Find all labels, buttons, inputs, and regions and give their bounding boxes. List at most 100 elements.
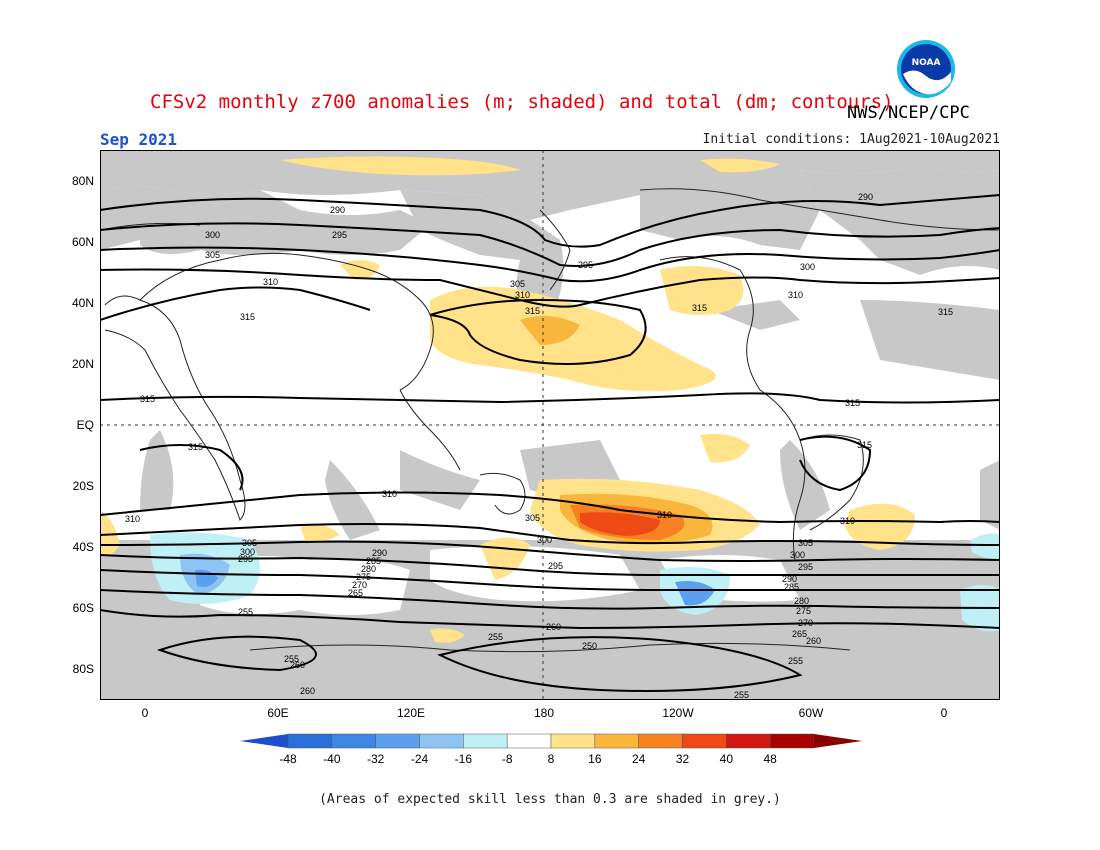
footnote: (Areas of expected skill less than 0.3 a… — [319, 792, 781, 807]
contour-label: 305 — [525, 513, 540, 523]
contour-label: 300 — [537, 535, 552, 545]
colorbar-swatch — [463, 733, 508, 749]
lat-label: 40S — [73, 540, 94, 554]
lon-label: 120E — [397, 706, 425, 720]
colorbar-swatch — [287, 733, 333, 749]
contour-labels: 290 290 295 295 300 300 305 305 310 310 … — [125, 192, 953, 700]
contour-label: 280 — [361, 564, 376, 574]
colorbar-tick-label: -40 — [323, 752, 341, 766]
logo-text: NOAA — [912, 58, 941, 68]
contour-label: 290 — [858, 192, 873, 202]
colorbar-tick-label: -16 — [455, 752, 473, 766]
colorbar-tick-label: -24 — [411, 752, 429, 766]
lon-label: 180 — [534, 706, 554, 720]
contour-label: 315 — [857, 440, 872, 450]
colorbar-swatch — [506, 733, 552, 749]
contour-label: 310 — [382, 489, 397, 499]
colorbar-tick-label: -8 — [502, 752, 513, 766]
contour-label: 300 — [205, 230, 220, 240]
colorbar-tick-label: 40 — [720, 752, 734, 766]
colorbar-swatch — [769, 733, 815, 749]
valid-month-label: Sep 2021 — [100, 130, 178, 149]
colorbar-swatch — [638, 733, 683, 749]
lon-label: 60W — [799, 706, 824, 720]
contour-label: 295 — [798, 562, 813, 572]
contour-label: 270 — [352, 580, 367, 590]
contour-label: 310 — [657, 510, 672, 520]
colorbar-swatch — [419, 733, 464, 749]
anomaly-map: 290 290 295 295 300 300 305 305 310 310 … — [100, 150, 1000, 700]
contour-label: 295 — [578, 260, 593, 270]
contour-label: 275 — [796, 606, 811, 616]
contour-label: 295 — [332, 230, 347, 240]
positive-anomaly-regions — [100, 156, 915, 643]
colorbar-swatch — [726, 733, 771, 749]
contour-label: 300 — [800, 262, 815, 272]
colorbar-swatch — [550, 733, 596, 749]
contour-label: 270 — [798, 618, 813, 628]
contour-label: 305 — [242, 538, 257, 548]
contour-label: 315 — [938, 307, 953, 317]
contour-label: 315 — [140, 394, 155, 404]
contour-label: 285 — [366, 556, 381, 566]
contour-label: 265 — [792, 629, 807, 639]
colorbar-swatch — [594, 733, 639, 749]
contour-label: 300 — [240, 547, 255, 557]
z700-contours — [100, 194, 1000, 692]
colorbar-tick-label: 48 — [763, 752, 777, 766]
contour-label: 300 — [790, 550, 805, 560]
contour-label: 275 — [356, 572, 371, 582]
colorbar-tick-label: -32 — [367, 752, 385, 766]
contour-label: 260 — [806, 636, 821, 646]
contour-label: 285 — [784, 582, 799, 592]
colorbar-tick-label: 16 — [588, 752, 602, 766]
contour-label: 315 — [525, 306, 540, 316]
contour-label: 305 — [510, 279, 525, 289]
lat-label: 80S — [73, 662, 94, 676]
chart-title: CFSv2 monthly z700 anomalies (m; shaded)… — [150, 91, 894, 113]
colorbar-tick-label: 8 — [548, 752, 555, 766]
colorbar-tick-label: 32 — [676, 752, 690, 766]
lon-label: 60E — [267, 706, 288, 720]
contour-label: 255 — [238, 607, 253, 617]
contour-label: 310 — [263, 277, 278, 287]
contour-label: 310 — [788, 290, 803, 300]
contour-label: 310 — [515, 290, 530, 300]
longitude-axis: 0 60E 120E 180 120W 60W 0 — [142, 706, 948, 720]
contour-label: 260 — [546, 622, 561, 632]
contour-label: 290 — [330, 205, 345, 215]
colorbar-swatch — [331, 733, 376, 749]
colorbar-tick-labels: -48 -40 -32 -24 -16 -8 8 16 24 32 40 48 — [279, 752, 777, 766]
map-grid — [100, 150, 1000, 700]
colorbar-left-arrow — [240, 734, 288, 748]
colorbar-tick-label: 24 — [632, 752, 646, 766]
contour-label: 280 — [794, 596, 809, 606]
lat-label: 20S — [73, 479, 94, 493]
colorbar-swatch — [682, 733, 727, 749]
contour-label: 310 — [125, 514, 140, 524]
colorbar-right-arrow — [814, 734, 862, 748]
contour-label: 305 — [798, 538, 813, 548]
colorbar-swatch — [375, 733, 420, 749]
lat-label: 20N — [72, 357, 94, 371]
lon-label: 0 — [142, 706, 149, 720]
contour-label: 255 — [734, 690, 749, 700]
lat-label: 60S — [73, 601, 94, 615]
contour-label: 255 — [488, 632, 503, 642]
contour-label: 290 — [782, 574, 797, 584]
colorbar-tick-label: -48 — [279, 752, 297, 766]
colorbar: -48 -40 -32 -24 -16 -8 8 16 24 32 40 48 — [240, 733, 862, 766]
contour-label: 260 — [300, 686, 315, 696]
lat-label: EQ — [77, 418, 94, 432]
noaa-logo-icon: NOAA — [897, 40, 955, 98]
lon-label: 0 — [941, 706, 948, 720]
negative-anomaly-regions — [150, 532, 1000, 632]
contour-label: 315 — [692, 303, 707, 313]
contour-label: 310 — [840, 516, 855, 526]
contour-label: 290 — [372, 548, 387, 558]
contour-label: 260 — [290, 660, 305, 670]
contour-label: 255 — [788, 656, 803, 666]
contour-label: 250 — [582, 641, 597, 651]
organization-label: NWS/NCEP/CPC — [847, 103, 970, 123]
initial-conditions-label: Initial conditions: 1Aug2021-10Aug2021 — [702, 132, 1000, 147]
